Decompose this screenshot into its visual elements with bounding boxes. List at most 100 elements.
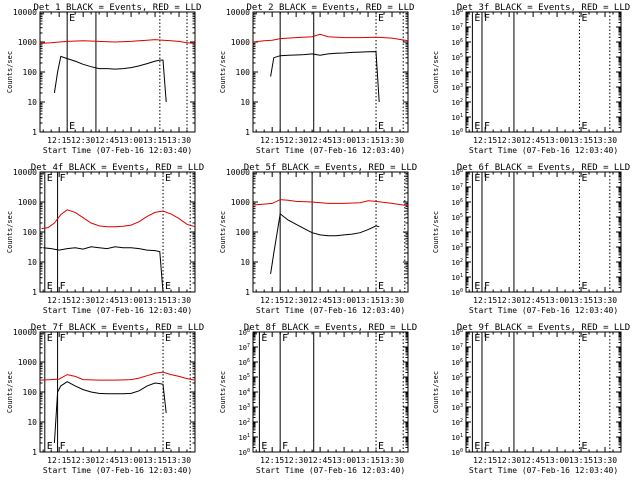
marker-label: E bbox=[581, 173, 587, 184]
y-axis-label: Counts/sec bbox=[219, 371, 227, 413]
panel-det-2: Det 2 BLACK = Events, RED = LLD 1 10 100 100… bbox=[219, 3, 414, 155]
x-tick-label: 12:15 bbox=[47, 136, 71, 145]
panel-title: Det 9f BLACK = Events, RED = LLD bbox=[457, 323, 630, 333]
y-tick-label: 105 bbox=[452, 373, 463, 382]
marker-label: E bbox=[261, 333, 267, 344]
marker-label: F bbox=[484, 441, 490, 452]
x-tick-label: 12:45 bbox=[95, 296, 119, 305]
x-tick-label: 12:15 bbox=[260, 456, 284, 465]
y-tick-label: 100 bbox=[239, 448, 250, 457]
y-tick-label: 108 bbox=[239, 328, 250, 337]
y-tick-label: 1000 bbox=[231, 198, 250, 207]
x-axis-label: Start Time (07-Feb-16 12:03:40) bbox=[469, 146, 618, 155]
y-axis-label: Counts/sec bbox=[6, 51, 14, 93]
marker-label: E bbox=[474, 173, 480, 184]
y-axis-label: Counts/sec bbox=[432, 51, 440, 93]
y-tick-label: 102 bbox=[452, 98, 463, 107]
series-lld-line bbox=[39, 39, 196, 44]
marker-label: F bbox=[484, 333, 490, 344]
marker-label: E bbox=[378, 121, 384, 132]
y-tick-label: 100 bbox=[23, 388, 38, 397]
x-tick-label: 12:30 bbox=[71, 296, 95, 305]
plot-frame bbox=[39, 171, 196, 293]
y-tick-label: 108 bbox=[452, 328, 463, 337]
y-tick-label: 105 bbox=[239, 373, 250, 382]
y-tick-label: 108 bbox=[452, 168, 463, 177]
x-tick-label: 13:00 bbox=[119, 456, 143, 465]
x-tick-label: 13:15 bbox=[143, 296, 167, 305]
marker-label: E bbox=[165, 281, 171, 292]
x-tick-label: 13:00 bbox=[332, 136, 356, 145]
y-tick-label: 106 bbox=[452, 38, 463, 47]
series-lld-line bbox=[41, 209, 196, 230]
y-tick-label: 100 bbox=[452, 288, 463, 297]
x-tick-label: 12:30 bbox=[284, 136, 308, 145]
x-tick-label: 12:45 bbox=[521, 296, 545, 305]
y-tick-label: 100 bbox=[23, 228, 38, 237]
y-tick-label: 104 bbox=[452, 68, 463, 77]
y-tick-label: 105 bbox=[452, 213, 463, 222]
marker-label: E bbox=[581, 13, 587, 24]
marker-label: E bbox=[474, 441, 480, 452]
x-tick-label: 12:15 bbox=[260, 136, 284, 145]
x-tick-label: 12:45 bbox=[521, 136, 545, 145]
x-tick-label: 13:30 bbox=[593, 296, 617, 305]
marker-label: E bbox=[378, 333, 384, 344]
series-lld-line bbox=[252, 199, 409, 207]
x-tick-label: 13:30 bbox=[167, 456, 191, 465]
panel-title: Det 8f BLACK = Events, RED = LLD bbox=[244, 323, 417, 333]
y-tick-label: 10 bbox=[240, 98, 250, 107]
marker-label: E bbox=[47, 441, 53, 452]
x-tick-label: 13:15 bbox=[356, 136, 380, 145]
x-tick-label: 13:15 bbox=[569, 456, 593, 465]
y-tick-label: 101 bbox=[452, 433, 463, 442]
panel-title: Det 7f BLACK = Events, RED = LLD bbox=[31, 323, 204, 333]
x-tick-label: 12:30 bbox=[71, 136, 95, 145]
panel-title: Det 1 BLACK = Events, RED = LLD bbox=[34, 3, 202, 13]
panel-det-5: Det 5f BLACK = Events, RED = LLD 1 10 100 10… bbox=[219, 163, 417, 315]
y-tick-label: 1000 bbox=[18, 198, 37, 207]
marker-label: F bbox=[282, 441, 288, 452]
marker-label: E bbox=[378, 441, 384, 452]
x-axis-label: Start Time (07-Feb-16 12:03:40) bbox=[256, 306, 405, 315]
y-tick-label: 10 bbox=[27, 418, 37, 427]
x-tick-label: 13:00 bbox=[545, 136, 569, 145]
x-tick-label: 13:00 bbox=[119, 136, 143, 145]
x-tick-label: 13:15 bbox=[569, 296, 593, 305]
panel-det-3: Det 3f BLACK = Events, RED = LLD 100 101 10… bbox=[432, 3, 630, 155]
series-events-line bbox=[53, 381, 167, 444]
marker-label: E bbox=[47, 173, 53, 184]
plot-frame bbox=[39, 11, 196, 133]
y-tick-label: 1 bbox=[32, 128, 37, 137]
x-tick-label: 13:30 bbox=[380, 296, 404, 305]
y-tick-label: 101 bbox=[452, 273, 463, 282]
x-tick-label: 13:00 bbox=[545, 296, 569, 305]
plot-frame bbox=[465, 331, 622, 453]
plot-frame bbox=[252, 171, 409, 293]
y-tick-label: 101 bbox=[452, 113, 463, 122]
y-tick-label: 106 bbox=[239, 358, 250, 367]
marker-label: E bbox=[378, 173, 384, 184]
x-tick-label: 12:15 bbox=[260, 296, 284, 305]
y-tick-label: 107 bbox=[452, 183, 463, 192]
marker-label: F bbox=[282, 333, 288, 344]
x-tick-label: 13:00 bbox=[119, 296, 143, 305]
plot-frame bbox=[465, 171, 622, 293]
y-axis-label: Counts/sec bbox=[219, 211, 227, 253]
marker-label: F bbox=[60, 173, 66, 184]
x-tick-label: 12:15 bbox=[47, 456, 71, 465]
plot-frame bbox=[252, 11, 409, 133]
series-events-line bbox=[270, 51, 380, 103]
plot-frame bbox=[465, 11, 622, 133]
y-tick-label: 102 bbox=[452, 258, 463, 267]
x-tick-label: 12:15 bbox=[473, 456, 497, 465]
x-tick-label: 12:15 bbox=[47, 296, 71, 305]
y-tick-label: 100 bbox=[23, 68, 38, 77]
x-tick-label: 13:30 bbox=[380, 136, 404, 145]
x-tick-label: 12:45 bbox=[521, 456, 545, 465]
series-lld-line bbox=[252, 33, 409, 43]
panel-det-6: Det 6f BLACK = Events, RED = LLD 100 101 10… bbox=[432, 163, 630, 315]
x-tick-label: 13:15 bbox=[143, 456, 167, 465]
panel-title: Det 6f BLACK = Events, RED = LLD bbox=[457, 163, 630, 173]
marker-label: E bbox=[261, 441, 267, 452]
